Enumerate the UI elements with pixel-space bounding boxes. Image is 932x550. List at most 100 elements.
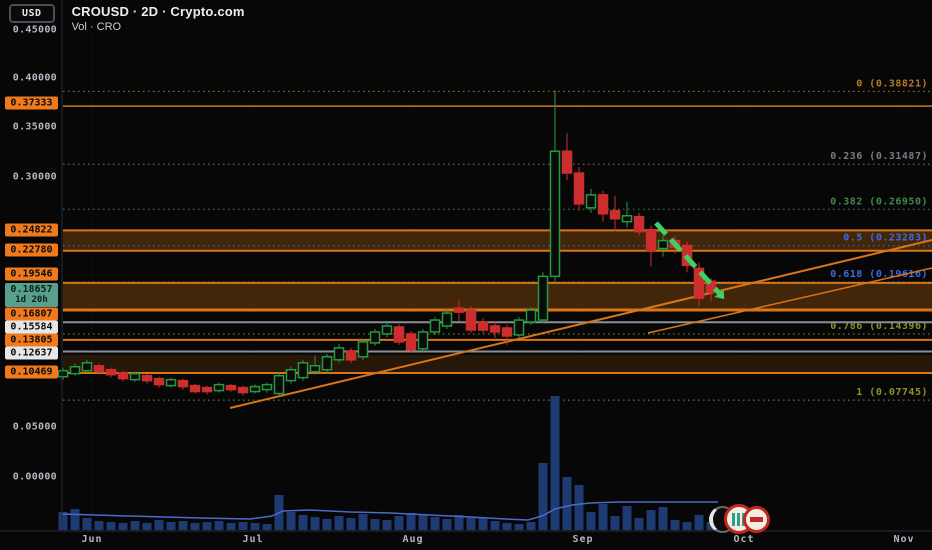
volume-bar <box>394 516 404 530</box>
fib-level-label: 0.236 (0.31487) <box>830 151 928 162</box>
volume-bar <box>346 518 356 530</box>
trendline[interactable] <box>229 239 932 409</box>
candle-up <box>417 331 429 350</box>
volume-bar <box>694 515 704 530</box>
volume-bar <box>574 485 584 530</box>
candle-down <box>501 327 513 337</box>
level-price-badge[interactable]: 0.22780 <box>5 243 58 257</box>
volume-bar <box>406 513 416 530</box>
volume-bar <box>502 523 512 530</box>
level-price-badge[interactable]: 0.12637 <box>5 346 58 360</box>
volume-bar <box>262 524 272 530</box>
price-zone-band[interactable] <box>63 282 932 311</box>
volume-bar <box>58 512 68 530</box>
candle-down <box>189 384 201 393</box>
volume-bar <box>586 512 596 530</box>
candle-up <box>621 215 633 223</box>
level-price-badge[interactable]: 0.13805 <box>5 333 58 347</box>
candle-down <box>465 309 477 331</box>
volume-bar <box>70 509 80 530</box>
level-price-badge[interactable]: 0.10469 <box>5 365 58 379</box>
volume-bar <box>370 519 380 530</box>
chart-legend: USD CROUSD · 2D · Crypto.com Vol · CRO <box>9 4 245 34</box>
volume-study-label[interactable]: Vol · CRO <box>71 21 122 33</box>
level-price-badge[interactable]: 0.16807 <box>5 307 58 321</box>
ideas-watermark[interactable] <box>709 503 773 535</box>
volume-bar <box>670 520 680 530</box>
volume-bar <box>442 519 452 530</box>
volume-bar <box>490 521 500 530</box>
candle-up <box>429 319 441 333</box>
volume-bar <box>622 506 632 530</box>
trendline[interactable] <box>647 267 932 334</box>
candle-down <box>573 172 585 205</box>
volume-bar <box>538 463 548 530</box>
time-axis[interactable]: Jun Jul Aug Sep Oct Nov <box>0 531 932 550</box>
price-tick-label: 0.05000 <box>12 421 57 433</box>
candle-up <box>57 369 69 378</box>
price-axis[interactable]: 0.45000 0.40000 0.35000 0.30000 0.05000 0.000… <box>0 0 62 531</box>
candle-down <box>117 371 129 380</box>
fib-level-label: 0.382 (0.26950) <box>830 196 928 207</box>
month-label: Sep <box>572 534 594 545</box>
symbol-title[interactable]: CROUSD · 2D · Crypto.com <box>71 4 245 19</box>
volume-bar <box>646 510 656 530</box>
volume-bar <box>178 521 188 530</box>
volume-bar <box>334 516 344 530</box>
level-price-badge[interactable]: 0.37333 <box>5 96 58 110</box>
currency-toggle-button[interactable]: USD <box>9 4 55 23</box>
candle-down <box>645 228 657 252</box>
volume-bar <box>166 522 176 530</box>
volume-bar <box>598 504 608 530</box>
level-price-badge[interactable]: 0.19546 <box>5 267 58 281</box>
candle-down <box>489 325 501 333</box>
volume-bar <box>226 523 236 530</box>
volume-ma-line <box>61 501 718 521</box>
volume-bar <box>562 477 572 530</box>
volume-bar <box>430 517 440 530</box>
volume-bar <box>154 520 164 530</box>
price-zone-band[interactable] <box>63 230 932 251</box>
watermark-stripe-coin-icon[interactable] <box>743 506 770 533</box>
candle-down <box>693 267 705 299</box>
fib-level-label: 0.786 (0.14396) <box>830 321 928 332</box>
candle-down <box>93 364 105 373</box>
volume-bar <box>514 524 524 530</box>
candle-up <box>585 194 597 209</box>
price-tick-label: 0.30000 <box>12 171 57 183</box>
volume-bar <box>454 515 464 530</box>
candle-up <box>537 275 549 321</box>
level-price-badge[interactable]: 0.15584 <box>5 320 58 334</box>
candle-down <box>225 384 237 391</box>
volume-bar <box>130 521 140 530</box>
arrow-drawing[interactable] <box>654 221 721 295</box>
bar-countdown: 1d 20h <box>15 295 48 305</box>
volume-bar <box>478 518 488 530</box>
volume-bar <box>526 522 536 530</box>
candle-up <box>213 383 225 392</box>
volume-bar <box>298 515 308 530</box>
candle-up <box>249 385 261 393</box>
volume-bar <box>142 523 152 530</box>
candle-up <box>549 150 561 278</box>
candle-down <box>201 386 213 393</box>
volume-bar <box>250 523 260 530</box>
candle-up <box>261 383 273 391</box>
candle-down <box>633 215 645 233</box>
candle-up <box>273 374 285 395</box>
candle-up <box>165 378 177 387</box>
candle-down <box>405 333 417 351</box>
level-price-badge[interactable]: 0.24822 <box>5 223 58 237</box>
volume-bar <box>682 522 692 530</box>
volume-bar <box>238 522 248 530</box>
candle-down <box>141 374 153 382</box>
volume-bar <box>634 518 644 530</box>
price-tick-label: 0.35000 <box>12 121 57 133</box>
fib-level-label: 0.618 (0.19616) <box>830 269 928 280</box>
month-label: Jun <box>81 534 103 545</box>
price-zone-band[interactable] <box>63 354 932 374</box>
fib-level-label: 1 (0.07745) <box>856 387 928 398</box>
fib-level-label: 0.5 (0.23283) <box>843 233 928 244</box>
